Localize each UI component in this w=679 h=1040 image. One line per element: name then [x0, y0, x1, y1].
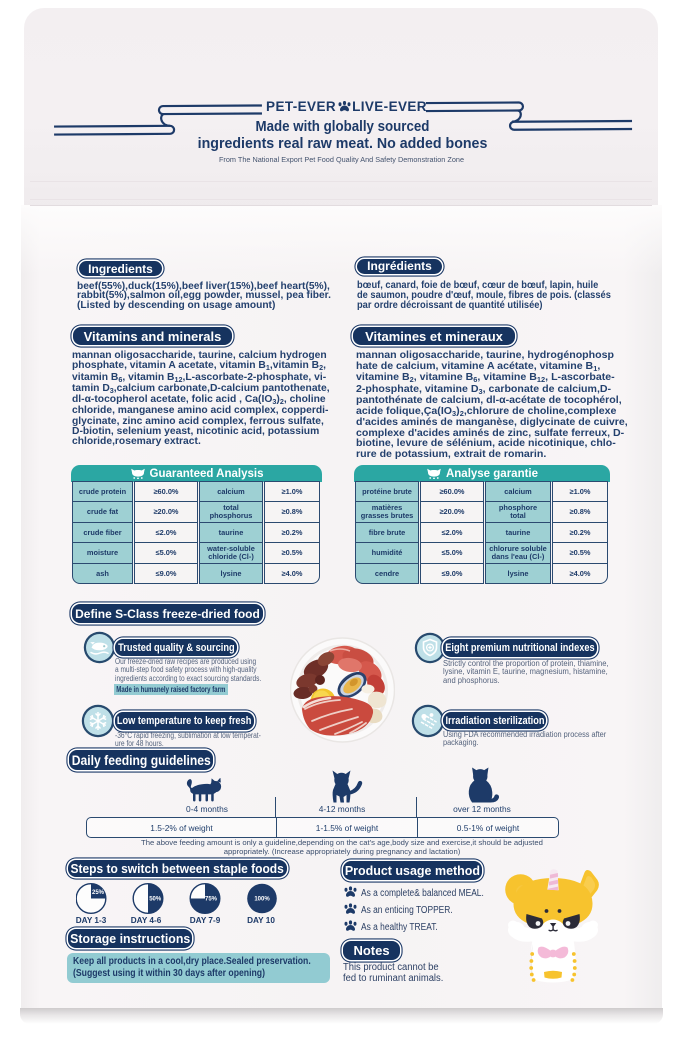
svg-text:50%: 50% [149, 897, 162, 903]
svg-text:75%: 75% [205, 897, 218, 903]
svg-text:25%: 25% [92, 890, 105, 896]
svg-text:100%: 100% [254, 897, 270, 903]
